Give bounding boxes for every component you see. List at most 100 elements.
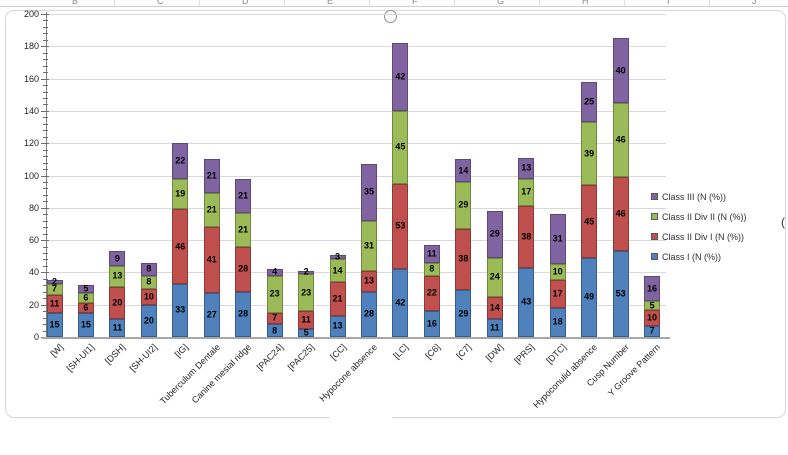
- bar-segment[interactable]: 39: [581, 122, 598, 186]
- bar-segment[interactable]: 29: [455, 181, 472, 229]
- bar-segment[interactable]: 14: [455, 159, 472, 182]
- y-axis-minor-tick: [43, 221, 48, 222]
- bar-segment[interactable]: 16: [644, 275, 661, 302]
- bar-segment[interactable]: 2: [46, 277, 63, 286]
- bar-segment[interactable]: 9: [109, 251, 126, 266]
- y-axis-major-tick: [41, 46, 49, 47]
- bar-segment[interactable]: 41: [203, 227, 220, 294]
- bar-segment[interactable]: 33: [172, 283, 189, 337]
- bar-segment[interactable]: 25: [581, 81, 598, 123]
- bar-segment[interactable]: 8: [140, 262, 157, 276]
- bar-segment[interactable]: 21: [235, 178, 252, 213]
- bar-segment[interactable]: 42: [392, 43, 409, 111]
- bar-segment[interactable]: 11: [46, 295, 63, 313]
- chart-legend[interactable]: Class III (N (%)) Class II Div II (N (%))…: [651, 191, 747, 262]
- bar-segment[interactable]: 46: [172, 209, 189, 284]
- bar-segment[interactable]: 17: [518, 178, 535, 207]
- legend-item[interactable]: Class III (N (%)): [651, 191, 747, 202]
- excel-column-letter[interactable]: D: [242, 0, 249, 6]
- bar-segment[interactable]: 27: [203, 293, 220, 337]
- bar-segment[interactable]: 10: [140, 288, 157, 305]
- bar-segment[interactable]: 6: [77, 293, 94, 304]
- bar-segment[interactable]: 31: [361, 220, 377, 271]
- bar-segment[interactable]: 7: [644, 325, 661, 337]
- bar-segment[interactable]: 38: [455, 228, 472, 291]
- bar-segment[interactable]: 13: [518, 157, 535, 179]
- bar-segment[interactable]: 10: [549, 264, 566, 281]
- chart-selection-handle[interactable]: [384, 10, 397, 23]
- bar-segment[interactable]: 2: [298, 267, 315, 276]
- excel-column-letter[interactable]: C: [157, 0, 164, 6]
- bar-segment[interactable]: 6: [77, 303, 94, 313]
- bar-segment[interactable]: 11: [486, 319, 503, 337]
- bar-segment[interactable]: 46: [612, 177, 629, 252]
- excel-column-letter[interactable]: I: [667, 0, 670, 6]
- bar-segment[interactable]: 43: [518, 267, 535, 337]
- excel-column-letter[interactable]: H: [582, 0, 589, 6]
- bar-segment[interactable]: 21: [235, 212, 252, 247]
- bar-segment[interactable]: 29: [455, 290, 472, 337]
- bar-segment[interactable]: 11: [298, 311, 315, 329]
- bar-segment[interactable]: 7: [46, 283, 63, 295]
- bar-segment[interactable]: 16: [423, 311, 440, 337]
- bar-segment[interactable]: 28: [361, 291, 377, 337]
- bar-segment[interactable]: 21: [203, 193, 220, 228]
- bar-segment[interactable]: 38: [518, 206, 535, 268]
- legend-item[interactable]: Class II Div II (N (%)): [651, 211, 747, 222]
- bar-segment[interactable]: 35: [361, 164, 377, 221]
- bar-segment[interactable]: 45: [581, 185, 598, 258]
- bar-segment[interactable]: 11: [423, 244, 440, 263]
- bar-segment[interactable]: 8: [266, 324, 283, 337]
- bar-segment[interactable]: 29: [486, 211, 503, 258]
- bar-segment[interactable]: 7: [266, 312, 283, 325]
- excel-column-letter[interactable]: F: [412, 0, 418, 6]
- bar-segment[interactable]: 24: [486, 257, 503, 297]
- bar-segment[interactable]: 53: [612, 251, 629, 337]
- bar-segment[interactable]: 20: [140, 304, 157, 337]
- bar-segment[interactable]: 49: [581, 257, 598, 337]
- bar-segment[interactable]: 15: [46, 312, 63, 337]
- bar-segment[interactable]: 46: [612, 102, 629, 178]
- bar-segment[interactable]: 40: [612, 38, 629, 103]
- bar-segment[interactable]: 13: [329, 316, 346, 337]
- excel-column-header-row[interactable]: B C D E F G H I J: [0, 0, 788, 7]
- bar-segment[interactable]: 28: [235, 246, 252, 292]
- legend-swatch: [651, 213, 658, 220]
- bar-segment[interactable]: 11: [109, 319, 126, 337]
- bar-segment[interactable]: 5: [298, 328, 315, 337]
- bar-segment[interactable]: 20: [109, 286, 126, 320]
- bar-segment[interactable]: 4: [266, 267, 283, 276]
- bar-segment[interactable]: 5: [644, 301, 661, 310]
- bar-segment[interactable]: 10: [644, 309, 661, 326]
- bar-segment[interactable]: 13: [361, 270, 377, 292]
- bar-segment[interactable]: 53: [392, 183, 409, 270]
- bar-segment[interactable]: 19: [172, 178, 189, 210]
- bar-segment[interactable]: 15: [77, 312, 94, 337]
- bar-segment[interactable]: 3: [329, 252, 346, 261]
- data-label: 45: [584, 216, 595, 227]
- excel-column-letter[interactable]: G: [497, 0, 505, 6]
- bar-segment[interactable]: 22: [423, 275, 440, 312]
- bar-segment[interactable]: 8: [140, 275, 157, 289]
- bar-segment[interactable]: 14: [486, 296, 503, 320]
- bar-segment[interactable]: 13: [109, 265, 126, 287]
- excel-column-letter[interactable]: B: [72, 0, 79, 6]
- bar-segment[interactable]: 14: [329, 259, 346, 283]
- excel-column-letter[interactable]: E: [327, 0, 334, 6]
- bar-segment[interactable]: 5: [77, 284, 94, 294]
- legend-item[interactable]: Class I (N (%)): [651, 251, 747, 262]
- excel-column-letter[interactable]: J: [752, 0, 757, 6]
- bar-segment[interactable]: 21: [329, 282, 346, 316]
- bar-segment[interactable]: 22: [172, 143, 189, 179]
- legend-item[interactable]: Class II Div I (N (%)): [651, 231, 747, 242]
- bar-segment[interactable]: 18: [549, 307, 566, 337]
- bar-segment[interactable]: 31: [549, 214, 566, 265]
- bar-segment[interactable]: 23: [298, 274, 315, 312]
- bar-segment[interactable]: 42: [392, 269, 409, 337]
- bar-segment[interactable]: 28: [235, 291, 252, 337]
- bar-segment[interactable]: 8: [423, 262, 440, 276]
- bar-segment[interactable]: 21: [203, 159, 220, 194]
- bar-segment[interactable]: 17: [549, 280, 566, 308]
- bar-segment[interactable]: 23: [266, 275, 283, 313]
- bar-segment[interactable]: 45: [392, 110, 409, 184]
